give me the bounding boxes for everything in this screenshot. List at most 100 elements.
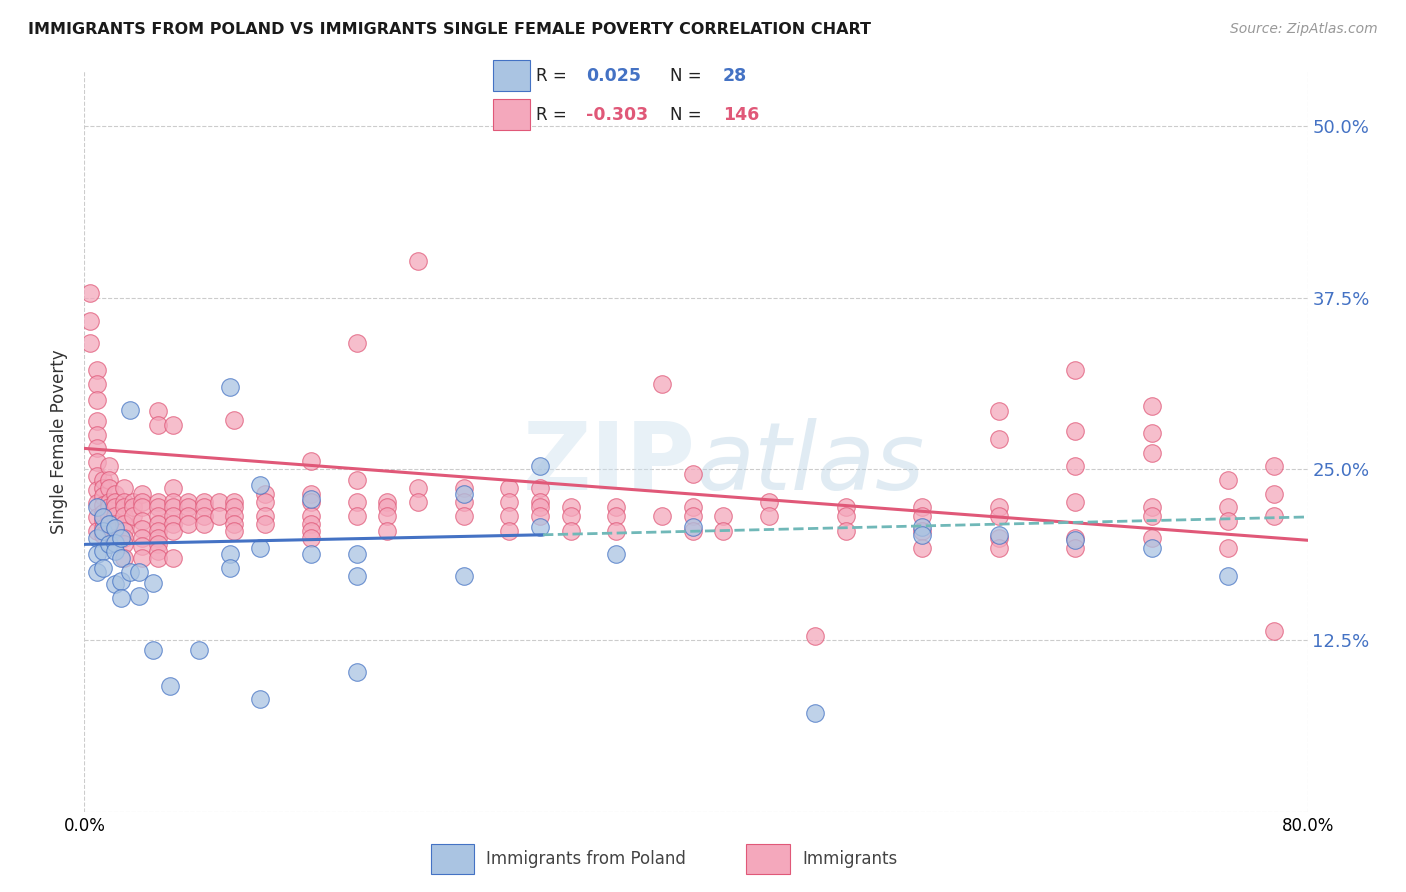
- Point: [104, 536, 127, 550]
- Point: [104, 508, 127, 523]
- Point: [79, 286, 101, 301]
- Point: [97, 516, 120, 531]
- Point: [86, 500, 108, 515]
- Point: [224, 495, 246, 509]
- Point: [911, 524, 934, 538]
- Point: [104, 521, 127, 535]
- Point: [1140, 541, 1163, 556]
- Text: N =: N =: [671, 105, 702, 123]
- Point: [146, 404, 169, 418]
- Point: [112, 508, 135, 523]
- Point: [224, 524, 246, 538]
- Point: [758, 495, 780, 509]
- Point: [911, 519, 934, 533]
- Point: [86, 393, 108, 408]
- Point: [346, 569, 368, 583]
- Point: [375, 508, 398, 523]
- Point: [131, 486, 153, 500]
- Text: N =: N =: [671, 67, 702, 85]
- Point: [86, 414, 108, 428]
- Point: [162, 508, 184, 523]
- Point: [1263, 508, 1285, 523]
- Point: [112, 531, 135, 545]
- Point: [146, 418, 169, 433]
- Point: [375, 500, 398, 515]
- Point: [682, 467, 704, 482]
- Point: [86, 565, 108, 579]
- Text: Immigrants from Poland: Immigrants from Poland: [486, 849, 686, 868]
- Point: [193, 508, 215, 523]
- Point: [224, 508, 246, 523]
- Point: [1140, 531, 1163, 545]
- Point: [91, 506, 114, 520]
- Point: [146, 531, 169, 545]
- Point: [86, 547, 108, 561]
- Point: [1064, 533, 1087, 548]
- Point: [1064, 531, 1087, 545]
- Point: [1216, 500, 1239, 515]
- Point: [758, 508, 780, 523]
- Point: [605, 500, 627, 515]
- Point: [253, 508, 276, 523]
- Point: [97, 508, 120, 523]
- Point: [120, 565, 142, 579]
- Point: [91, 489, 114, 503]
- Point: [682, 500, 704, 515]
- FancyBboxPatch shape: [747, 844, 790, 874]
- Point: [104, 524, 127, 538]
- Point: [529, 519, 551, 533]
- Point: [299, 495, 322, 509]
- Point: [110, 574, 132, 589]
- Point: [987, 508, 1010, 523]
- Text: R =: R =: [536, 67, 567, 85]
- Point: [177, 508, 200, 523]
- Point: [104, 577, 127, 591]
- Point: [1064, 495, 1087, 509]
- Point: [453, 481, 475, 495]
- Point: [453, 495, 475, 509]
- Point: [224, 500, 246, 515]
- Point: [804, 629, 827, 643]
- Point: [86, 376, 108, 391]
- Point: [987, 404, 1010, 418]
- Text: 28: 28: [723, 67, 747, 85]
- Point: [177, 516, 200, 531]
- Point: [987, 531, 1010, 545]
- Point: [86, 510, 108, 524]
- Point: [1216, 473, 1239, 487]
- Point: [86, 442, 108, 456]
- Point: [86, 455, 108, 469]
- Point: [146, 495, 169, 509]
- Point: [142, 575, 165, 590]
- Point: [131, 495, 153, 509]
- Point: [911, 500, 934, 515]
- Point: [91, 521, 114, 535]
- Point: [112, 524, 135, 538]
- Point: [79, 314, 101, 328]
- Point: [1140, 508, 1163, 523]
- Text: 146: 146: [723, 105, 759, 123]
- Point: [560, 500, 582, 515]
- Point: [835, 500, 858, 515]
- Point: [122, 495, 145, 509]
- Point: [1263, 486, 1285, 500]
- Point: [128, 590, 150, 604]
- Point: [146, 537, 169, 551]
- FancyBboxPatch shape: [430, 844, 474, 874]
- Point: [110, 531, 132, 545]
- Point: [682, 519, 704, 533]
- Point: [529, 459, 551, 474]
- Point: [91, 524, 114, 538]
- Point: [1140, 445, 1163, 459]
- Point: [112, 537, 135, 551]
- Point: [91, 528, 114, 542]
- Point: [97, 500, 120, 515]
- Point: [104, 500, 127, 515]
- Text: -0.303: -0.303: [586, 105, 648, 123]
- Point: [142, 643, 165, 657]
- Point: [131, 500, 153, 515]
- Point: [97, 459, 120, 474]
- Point: [1140, 500, 1163, 515]
- Point: [131, 514, 153, 528]
- Point: [529, 495, 551, 509]
